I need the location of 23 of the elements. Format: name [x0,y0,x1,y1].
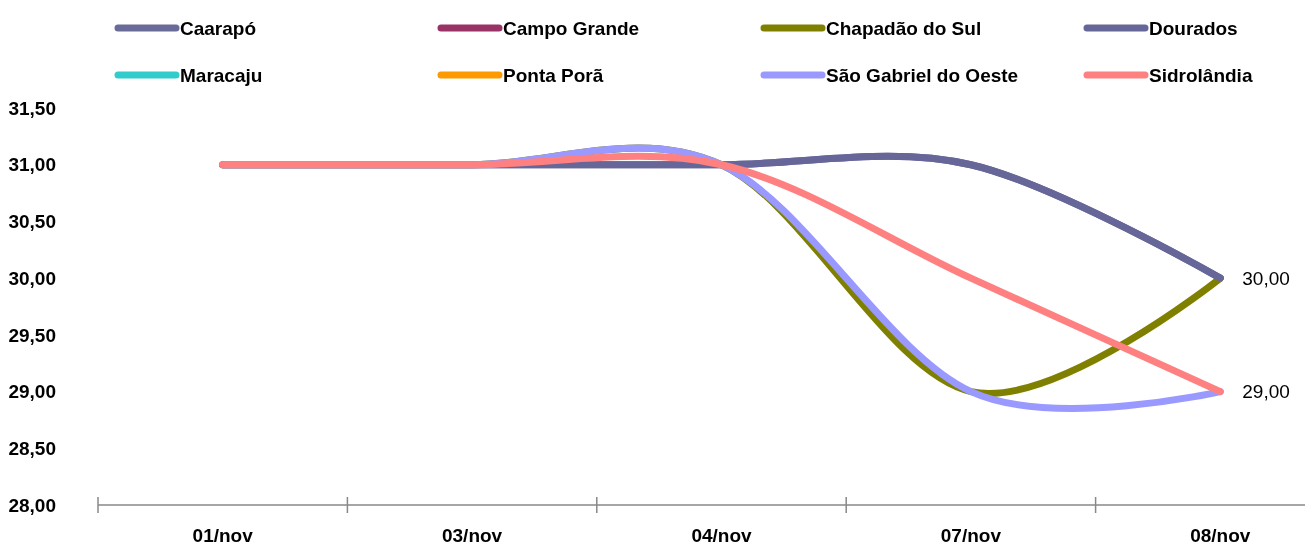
x-tick-label: 01/nov [192,525,254,546]
legend-label: Sidrolândia [1149,64,1253,86]
x-tick-label: 07/nov [940,525,1002,546]
legend-label: Campo Grande [503,17,640,39]
legend-label: Maracaju [180,64,263,86]
data-label: 29,00 [1242,381,1290,403]
x-tick-label: 04/nov [691,525,753,546]
y-tick-label: 28,50 [8,437,56,459]
x-tick-label: 03/nov [442,525,503,546]
legend-label: Ponta Porã [503,64,604,86]
y-tick-label: 29,00 [8,381,56,403]
y-tick-label: 30,00 [8,267,56,289]
legend-label: São Gabriel do Oeste [826,64,1019,86]
legend-label: Chapadão do Sul [826,17,982,39]
y-tick-label: 31,00 [8,154,56,176]
y-tick-label: 30,50 [8,211,56,233]
data-label: 30,00 [1242,267,1290,289]
x-tick-label: 08/nov [1190,525,1251,546]
y-tick-label: 28,00 [8,494,56,516]
y-tick-label: 31,50 [8,97,56,119]
legend-label: Caarapó [180,17,257,39]
y-tick-label: 29,50 [8,324,56,346]
legend-label: Dourados [1149,17,1238,39]
